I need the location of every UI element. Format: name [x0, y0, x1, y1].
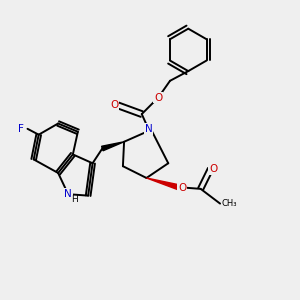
- Text: O: O: [154, 93, 162, 103]
- Text: N: N: [145, 124, 152, 134]
- Polygon shape: [146, 178, 181, 190]
- Text: O: O: [110, 100, 118, 110]
- Text: N: N: [64, 189, 72, 199]
- Text: CH₃: CH₃: [221, 199, 237, 208]
- Text: H: H: [71, 195, 78, 204]
- Polygon shape: [102, 142, 124, 151]
- Text: O: O: [178, 183, 187, 193]
- Text: O: O: [209, 164, 218, 174]
- Text: F: F: [18, 124, 24, 134]
